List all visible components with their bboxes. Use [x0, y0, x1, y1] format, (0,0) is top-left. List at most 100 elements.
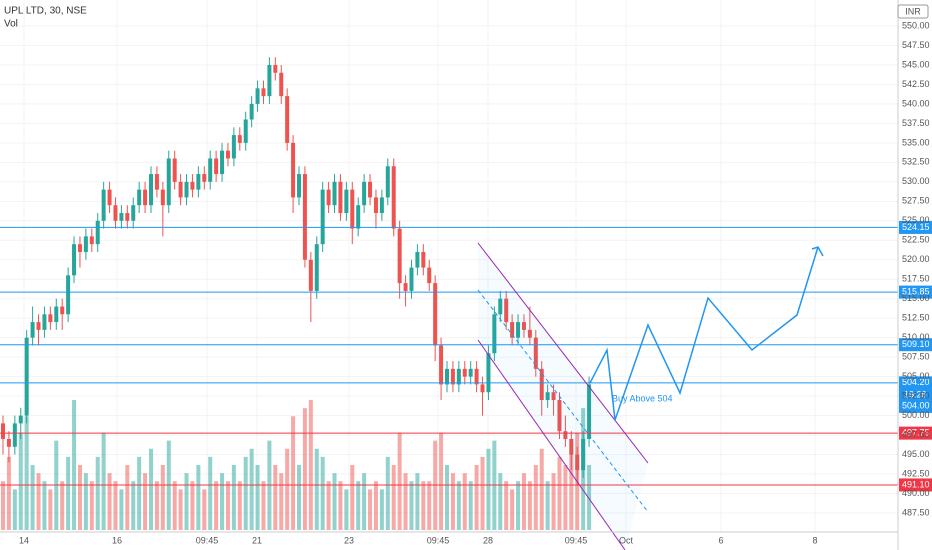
volume-bar	[427, 481, 432, 530]
volume-bar	[208, 456, 213, 530]
volume-bar	[214, 481, 219, 530]
volume-bar	[551, 473, 556, 530]
volume-bar	[12, 489, 17, 530]
candle-body	[202, 174, 207, 182]
candle-body	[350, 189, 355, 229]
volume-bar	[569, 448, 574, 530]
volume-bar	[462, 473, 467, 530]
y-tick-label: 535.00	[902, 137, 930, 147]
y-tick-label: 542.50	[902, 79, 930, 89]
y-tick-label: 525.00	[902, 215, 930, 225]
y-tick-label: 495.00	[902, 449, 930, 459]
y-tick-label: 500.00	[902, 410, 930, 420]
candle-body	[415, 251, 420, 268]
volume-bar	[255, 465, 260, 530]
candle-body	[480, 384, 485, 393]
volume-bar	[285, 448, 290, 530]
volume-bar	[385, 456, 390, 530]
volume-bar	[510, 489, 515, 530]
level-label: 504.20	[902, 377, 930, 387]
y-tick-label: 490.00	[902, 488, 930, 498]
x-tick-label: 09:45	[196, 535, 219, 545]
level-tag	[899, 220, 932, 234]
candle-body	[83, 236, 88, 252]
volume-bar	[149, 448, 153, 530]
candle-body	[314, 244, 319, 291]
x-tick-label: 8	[812, 535, 817, 545]
volume-bar	[202, 489, 207, 530]
candle-body	[107, 189, 112, 206]
volume-bar	[89, 481, 94, 530]
volume-bar	[373, 481, 378, 530]
volume-bar	[60, 481, 65, 530]
candle-body	[137, 189, 142, 206]
candle-body	[498, 298, 503, 315]
candle-body	[320, 189, 325, 245]
candle-body	[539, 368, 544, 401]
candle-body	[527, 329, 532, 338]
candle-body	[409, 267, 414, 291]
volume-bar	[332, 473, 337, 530]
volume-bar	[95, 456, 100, 530]
candle-body	[504, 298, 509, 323]
volume-bar	[539, 448, 544, 530]
candle-body	[462, 368, 467, 377]
x-tick-label: 6	[718, 535, 723, 545]
volume-bar	[243, 456, 248, 530]
chart-title: UPL LTD, 30, NSE	[4, 6, 87, 17]
y-tick-label: 487.50	[902, 507, 930, 517]
volume-bar	[362, 473, 367, 530]
y-tick-label: 497.50	[902, 429, 930, 439]
y-tick-label: 537.50	[902, 118, 930, 128]
candle-body	[225, 150, 230, 159]
volume-bar	[445, 465, 449, 530]
candle-body	[273, 64, 278, 73]
candle-body	[551, 392, 556, 401]
last-price-label: 504.00	[902, 400, 930, 410]
candle-body	[581, 438, 586, 471]
level-label: 524.15	[902, 222, 930, 232]
candle-body	[60, 306, 65, 315]
volume-bar	[563, 465, 568, 530]
volume-bar	[450, 473, 455, 530]
volume-bar	[409, 481, 414, 530]
candle-body	[178, 181, 183, 198]
last-price-tag	[899, 388, 932, 413]
volume-bar	[66, 456, 71, 530]
candle-body	[379, 197, 384, 214]
volume-bar	[101, 432, 106, 530]
candle-body	[101, 189, 106, 221]
candle-body	[433, 283, 438, 346]
level-label: 497.75	[902, 428, 930, 438]
volume-bar	[368, 489, 373, 530]
level-label: 509.10	[902, 339, 930, 349]
volume-bar	[249, 448, 254, 530]
candle-body	[166, 158, 171, 206]
candle-body	[356, 205, 361, 229]
volume-bar	[184, 473, 189, 530]
volume-bar	[545, 481, 550, 530]
x-tick-label: 21	[252, 535, 262, 545]
candle-body	[267, 64, 272, 97]
volume-bar	[36, 473, 41, 530]
volume-bar	[421, 481, 426, 530]
y-tick-label: 532.50	[902, 157, 930, 167]
candle-body	[66, 275, 71, 315]
candle-body	[575, 454, 580, 471]
candle-body	[391, 166, 396, 229]
candle-body	[42, 314, 47, 330]
candle-body	[385, 166, 390, 198]
volume-bar	[557, 456, 562, 530]
candle-body	[143, 189, 148, 206]
candle-body	[468, 368, 473, 377]
candle-body	[196, 174, 201, 190]
candle-body	[243, 119, 248, 143]
candle-body	[285, 96, 290, 143]
volume-bar	[344, 489, 349, 530]
candle-body	[18, 415, 23, 424]
volume-bar	[456, 481, 461, 530]
volume-bar	[125, 465, 130, 530]
y-tick-label: 517.50	[902, 274, 930, 284]
candle-body	[397, 228, 402, 284]
